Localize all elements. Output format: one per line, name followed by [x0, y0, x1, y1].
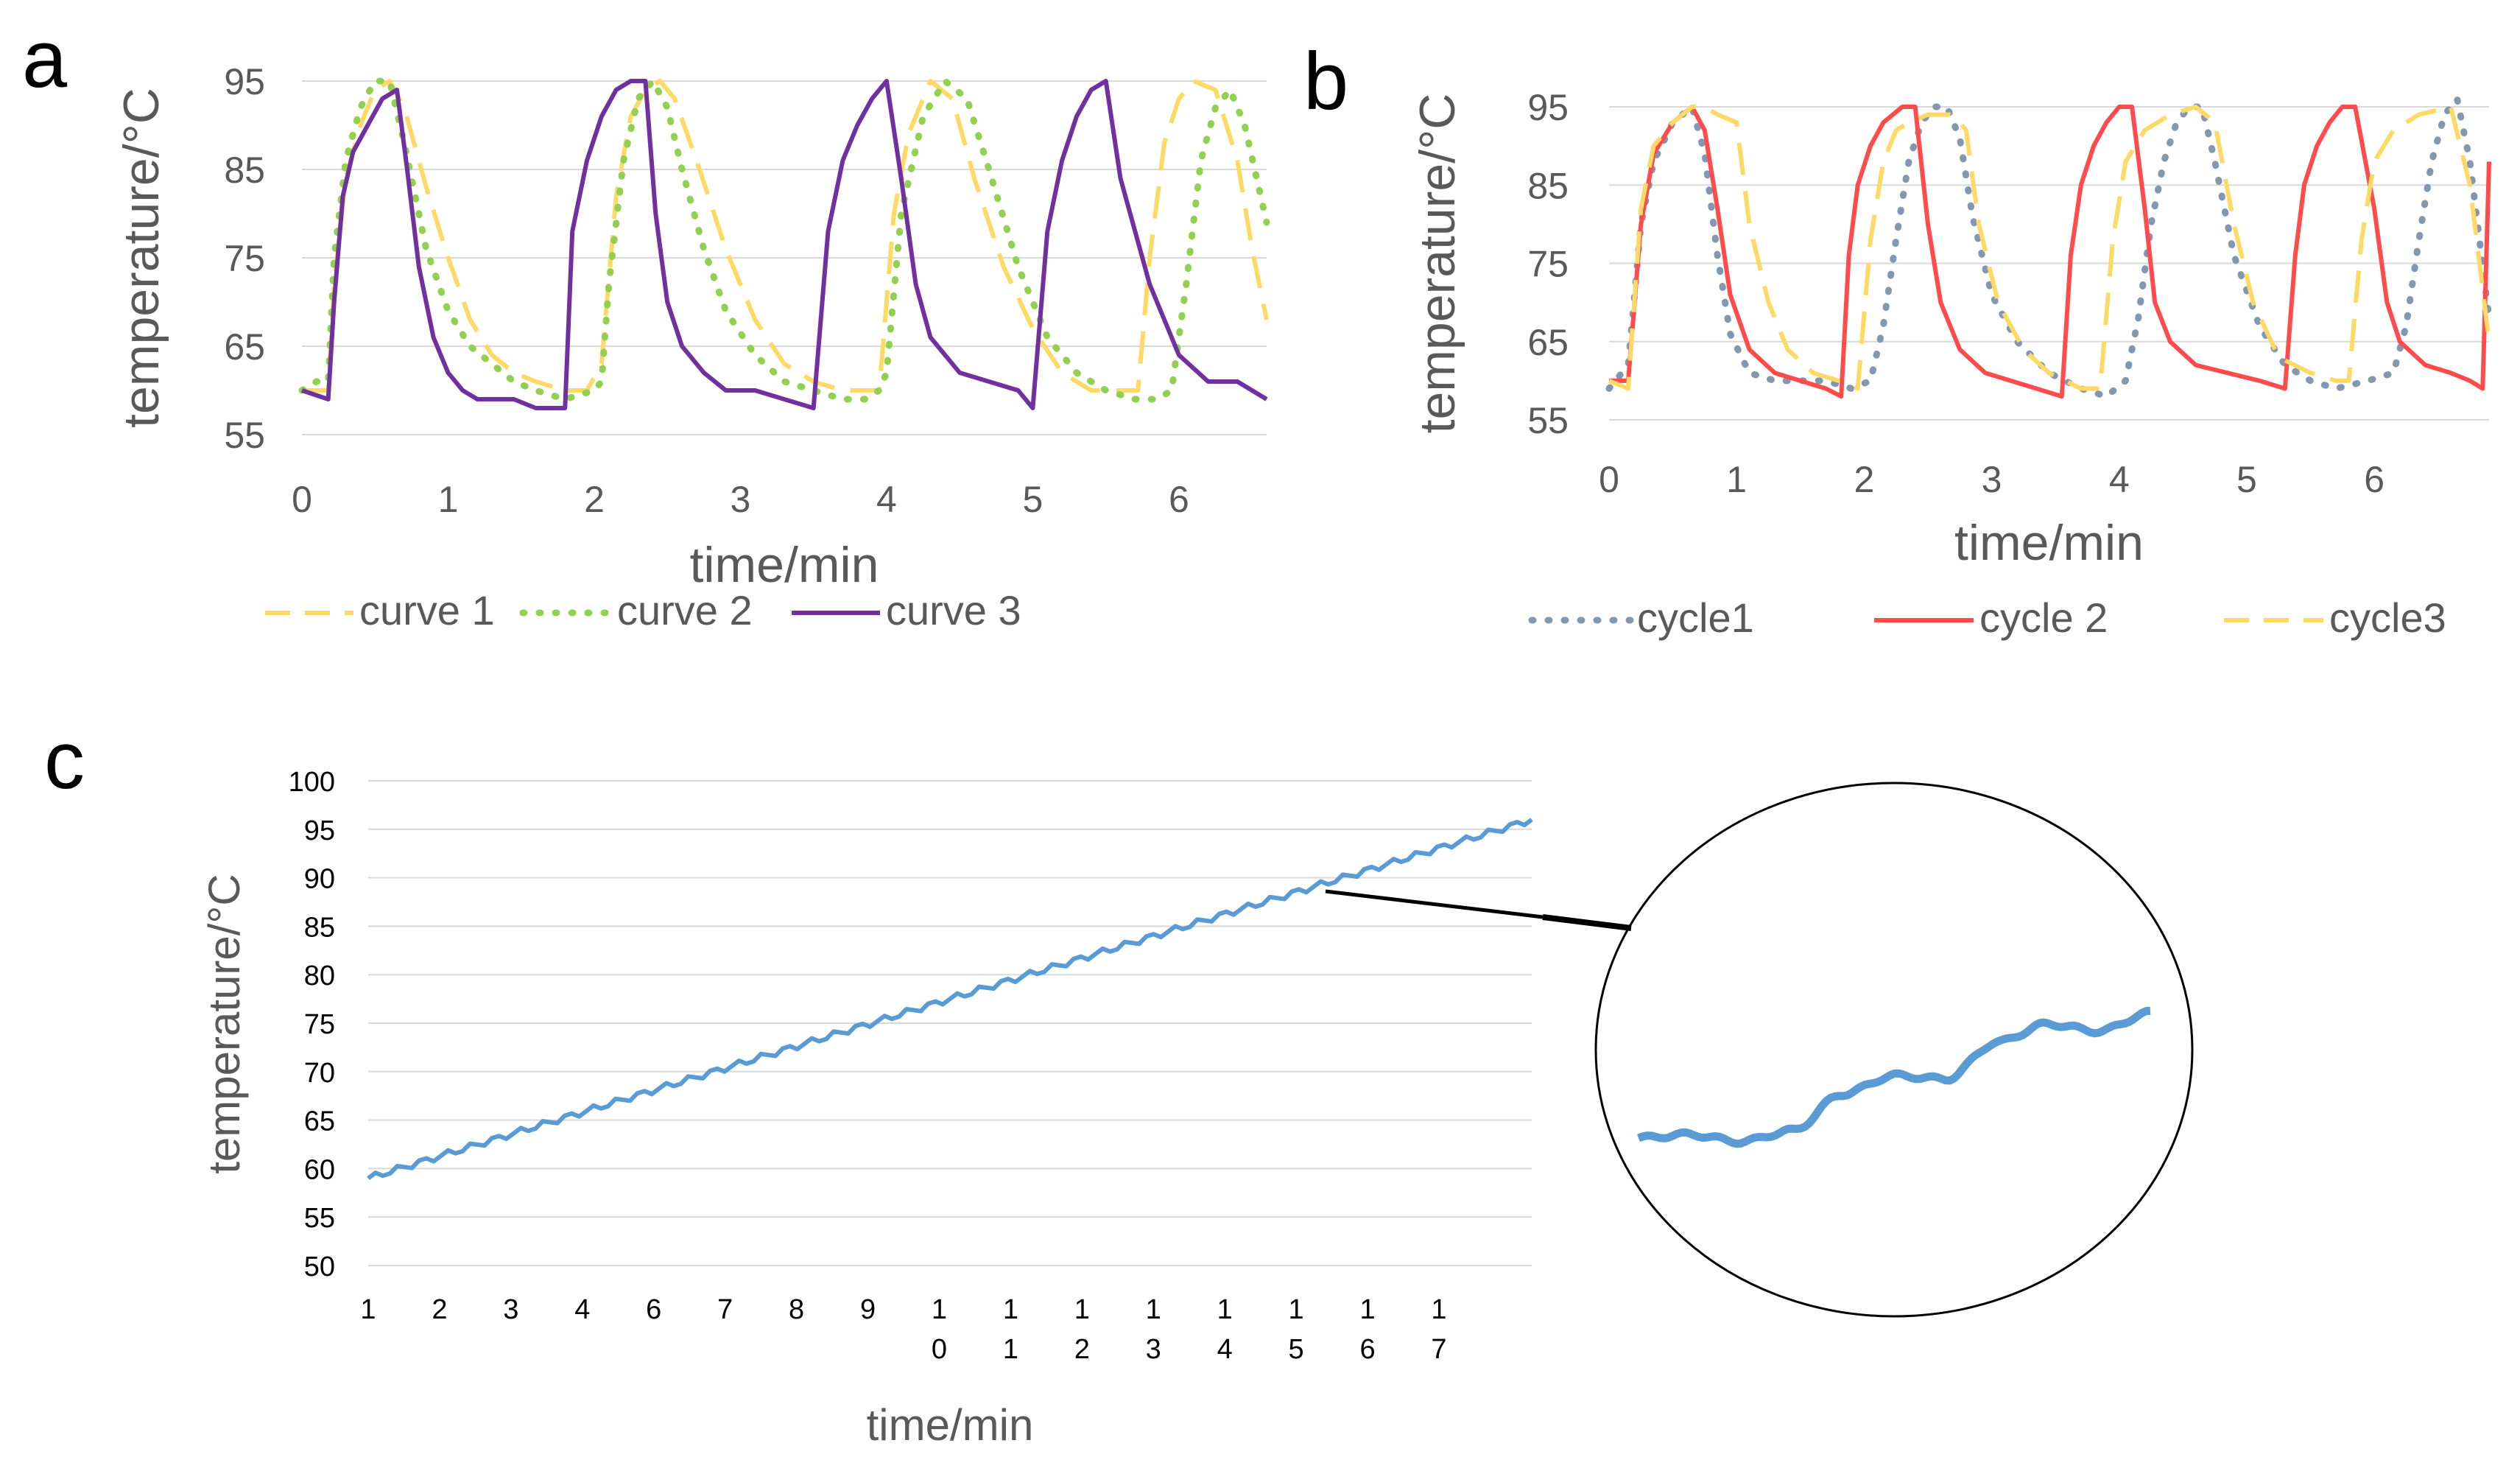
y-tick-label-b-4: 95 — [1527, 87, 1569, 128]
x-tick-label-b-2: 2 — [1854, 459, 1874, 500]
x-tick-label-a-4: 4 — [876, 479, 897, 520]
legend-label-b-3: cycle3 — [2329, 594, 2446, 641]
x-tick-label-a-2: 2 — [584, 479, 605, 520]
x-tick-label-c-8-0: 1 — [932, 1294, 947, 1325]
y-tick-label-b-1: 65 — [1527, 322, 1569, 363]
x-tick-label-c-11-1: 3 — [1146, 1334, 1161, 1365]
series-line-a-3 — [301, 79, 1268, 410]
y-tick-label-a-2: 75 — [224, 238, 265, 279]
x-tick-label-a-6: 6 — [1169, 479, 1189, 520]
x-tick-label-c-7-0: 9 — [860, 1294, 876, 1325]
y-tick-label-c-10: 100 — [289, 767, 335, 798]
legend-label-a-2: curve 2 — [617, 587, 753, 633]
legend-label-a-3: curve 3 — [886, 587, 1021, 633]
x-tick-label-c-12-0: 1 — [1217, 1294, 1233, 1325]
legend-label-b-2: cycle 2 — [1979, 594, 2108, 641]
x-tick-label-c-12-1: 4 — [1217, 1334, 1233, 1365]
y-tick-label-a-1: 65 — [224, 326, 265, 368]
chart-a: 55 65 75 85 95 0 1 2 3 4 5 6 time/min temperature/°C c… — [113, 61, 1270, 633]
series-line-a-2 — [298, 77, 1270, 403]
y-tick-label-c-2: 60 — [304, 1154, 335, 1185]
y-tick-label-c-4: 70 — [304, 1058, 335, 1089]
zoom-circle — [1594, 782, 2194, 1318]
x-tick-label-a-5: 5 — [1023, 479, 1043, 520]
x-axis-title-c: time/min — [867, 1400, 1034, 1450]
series-line-a-1 — [302, 79, 1269, 393]
series-line-b-2 — [1609, 105, 2491, 399]
chart-b: 55 65 75 85 95 0 1 2 3 4 5 6 time/min temperature/°C c… — [1409, 87, 2493, 641]
y-tick-label-c-1: 55 — [304, 1203, 335, 1234]
x-tick-label-b-5: 5 — [2236, 459, 2257, 500]
x-tick-label-b-6: 6 — [2364, 459, 2385, 500]
legend-label-b-1: cycle1 — [1637, 594, 1754, 641]
zoom-inset — [1325, 782, 2194, 1318]
x-tick-label-c-5-0: 7 — [717, 1294, 733, 1325]
x-axis-title-b: time/min — [1954, 515, 2144, 571]
x-tick-label-b-1: 1 — [1726, 459, 1747, 500]
y-axis-title-c: temperature/°C — [200, 874, 249, 1174]
y-tick-label-a-4: 95 — [224, 61, 265, 102]
x-tick-label-c-3-0: 4 — [574, 1294, 590, 1325]
x-tick-label-c-9-1: 1 — [1003, 1334, 1018, 1365]
panel-label-a: a — [22, 14, 68, 105]
x-tick-label-c-14-1: 6 — [1359, 1334, 1375, 1365]
y-tick-label-b-0: 55 — [1527, 400, 1569, 441]
panel-label-c: c — [44, 715, 85, 806]
x-tick-label-c-15-0: 1 — [1431, 1294, 1446, 1325]
x-tick-label-b-4: 4 — [2109, 459, 2130, 500]
x-tick-label-c-13-1: 5 — [1289, 1334, 1304, 1365]
y-tick-label-a-3: 85 — [224, 150, 265, 191]
y-tick-label-c-6: 80 — [304, 961, 335, 991]
x-tick-label-c-11-0: 1 — [1146, 1294, 1161, 1325]
x-tick-label-c-8-1: 0 — [932, 1334, 947, 1365]
y-tick-label-c-0: 50 — [304, 1251, 335, 1282]
x-tick-label-a-1: 1 — [438, 479, 459, 520]
y-tick-label-a-0: 55 — [224, 415, 265, 456]
y-tick-label-c-5: 75 — [304, 1009, 335, 1040]
x-tick-label-c-14-0: 1 — [1359, 1294, 1375, 1325]
x-tick-label-a-0: 0 — [292, 479, 312, 520]
x-axis-title-a: time/min — [690, 537, 879, 593]
series-line-c-1 — [367, 818, 1533, 1180]
x-tick-label-c-2-0: 3 — [503, 1294, 518, 1325]
x-tick-label-c-4-0: 6 — [646, 1294, 661, 1325]
zoom-pointer-line-thick — [1542, 914, 1632, 931]
y-axis-title-a: temperature/°C — [113, 88, 169, 428]
x-tick-label-c-10-1: 2 — [1074, 1334, 1090, 1365]
y-tick-label-c-8: 90 — [304, 864, 335, 895]
panel-label-b: b — [1303, 36, 1348, 127]
y-tick-label-b-3: 85 — [1527, 165, 1569, 206]
y-tick-label-c-3: 65 — [304, 1106, 335, 1137]
legend-label-a-1: curve 1 — [359, 587, 495, 633]
x-tick-label-c-13-0: 1 — [1289, 1294, 1304, 1325]
x-tick-label-c-15-1: 7 — [1431, 1334, 1446, 1365]
zoom-pointer-line — [1325, 889, 1544, 919]
x-tick-label-c-6-0: 8 — [789, 1294, 804, 1325]
x-tick-label-b-0: 0 — [1599, 459, 1619, 500]
x-tick-label-c-0-0: 1 — [360, 1294, 376, 1325]
x-tick-label-c-1-0: 2 — [432, 1294, 447, 1325]
x-tick-label-a-3: 3 — [731, 479, 751, 520]
y-axis-title-b: temperature/°C — [1409, 94, 1465, 434]
y-tick-label-c-9: 95 — [304, 815, 335, 846]
x-tick-label-c-9-0: 1 — [1003, 1294, 1018, 1325]
y-tick-label-c-7: 85 — [304, 912, 335, 943]
x-tick-label-c-10-0: 1 — [1074, 1294, 1090, 1325]
y-tick-label-b-2: 75 — [1527, 244, 1569, 285]
x-tick-label-b-3: 3 — [1982, 459, 2002, 500]
series-line-b-3 — [1608, 105, 2491, 391]
zoom-inset-curve — [1637, 1006, 2151, 1148]
